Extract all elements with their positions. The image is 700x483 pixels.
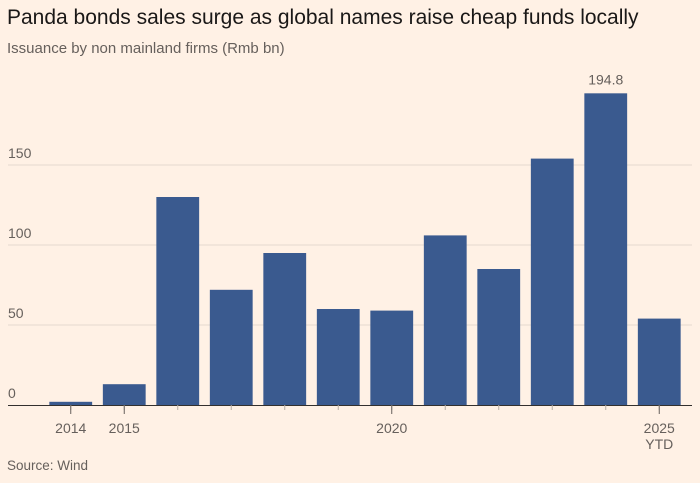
x-tick-label-2020: 2020 bbox=[376, 420, 407, 436]
bar-2017 bbox=[209, 289, 253, 405]
bar-2016 bbox=[156, 197, 200, 405]
bar-2023 bbox=[530, 158, 574, 405]
y-tick-label-150: 150 bbox=[8, 145, 32, 161]
x-tick-label-2025: 2025 bbox=[644, 420, 675, 436]
bar-2015 bbox=[102, 384, 146, 405]
data-label-10: 194.8 bbox=[588, 71, 623, 87]
chart-title: Panda bonds sales surge as global names … bbox=[7, 6, 639, 29]
x-tick-label-2015: 2015 bbox=[109, 420, 140, 436]
data-labels: 194.8 bbox=[588, 71, 623, 87]
bar-2021 bbox=[423, 235, 467, 405]
bar-2019 bbox=[316, 309, 360, 405]
y-axis-labels: 0 50 100 150 bbox=[8, 145, 32, 401]
bar-2018 bbox=[263, 253, 307, 405]
y-tick-label-0: 0 bbox=[8, 385, 16, 401]
y-tick-label-50: 50 bbox=[8, 305, 24, 321]
bar-2025-ytd bbox=[637, 318, 681, 405]
bars bbox=[49, 93, 681, 405]
bar-2022 bbox=[477, 269, 521, 405]
x-tick-label-ytd: YTD bbox=[645, 436, 673, 452]
x-tick-label-2014: 2014 bbox=[55, 420, 86, 436]
chart-subtitle: Issuance by non mainland firms (Rmb bn) bbox=[7, 40, 285, 57]
bar-2020 bbox=[370, 310, 414, 405]
bar-2024 bbox=[584, 93, 628, 405]
source-note: Source: Wind bbox=[7, 458, 89, 473]
y-tick-label-100: 100 bbox=[8, 225, 32, 241]
bar-2014 bbox=[49, 401, 93, 405]
